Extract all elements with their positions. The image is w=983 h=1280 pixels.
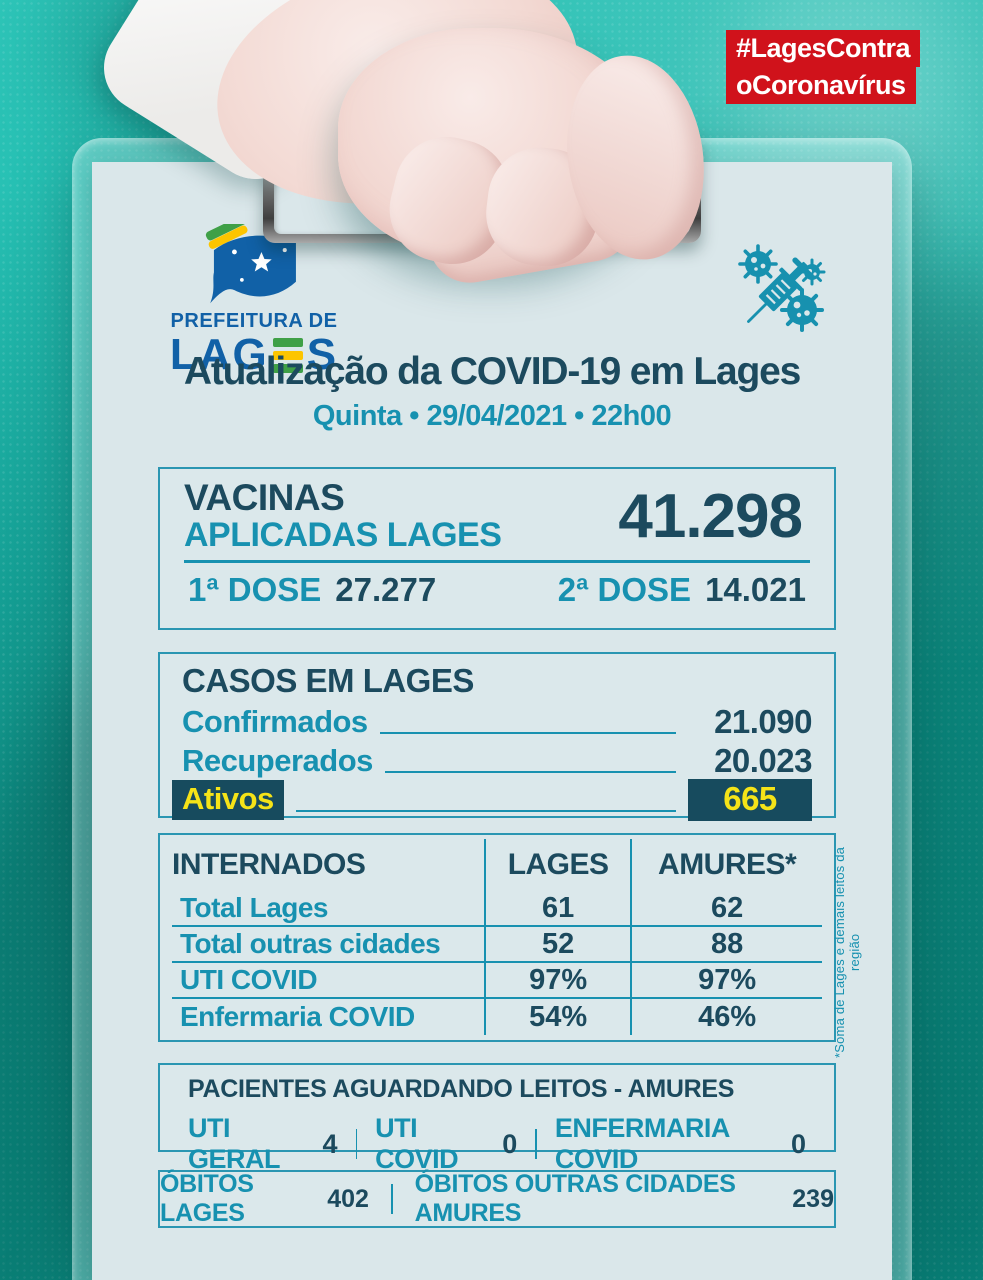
vaccines-total-value: 41.298 (618, 481, 803, 551)
logo-text-top: PREFEITURA DE (170, 310, 338, 332)
cases-row-active: Ativos 665 (172, 778, 812, 821)
cases-title: CASOS EM LAGES (182, 662, 474, 699)
syringe-virus-icon (738, 244, 826, 332)
waiting-panel: PACIENTES AGUARDANDO LEITOS - AMURES UTI… (158, 1063, 836, 1174)
row-label: Total Lages (172, 891, 484, 927)
dose1-group: 1ª DOSE 27.277 (188, 571, 436, 609)
hospitalized-table: INTERNADOS LAGES AMURES* Total Lages 61 … (172, 839, 822, 1035)
leader-line (384, 770, 676, 773)
leader-line (295, 809, 676, 812)
deaths-lages-group: ÓBITOS LAGES 402 (160, 1170, 369, 1228)
separator-bar (390, 1184, 393, 1214)
waiting-value: 0 (502, 1128, 518, 1159)
waiting-label: UTI COVID (375, 1113, 459, 1174)
dose2-group: 2ª DOSE 14.021 (558, 571, 806, 609)
cell-value: 97% (630, 963, 822, 999)
badge-line-1: #LagesContra (726, 30, 921, 67)
deaths-label: ÓBITOS LAGES (160, 1170, 254, 1227)
cases-value: 21.090 (714, 702, 812, 740)
vaccines-title: VACINAS (184, 477, 345, 518)
cases-panel: CASOS EM LAGES Confirmados 21.090 Recupe… (158, 652, 836, 821)
dose1-value: 27.277 (335, 571, 437, 608)
cases-value-highlight: 665 (688, 778, 812, 821)
vaccines-panel: VACINAS APLICADAS LAGES 41.298 1ª DOSE 2… (158, 467, 836, 630)
row-label: Total outras cidades (172, 927, 484, 963)
logo-lages-striped-e (272, 337, 303, 373)
dose1-label: 1ª DOSE (188, 571, 322, 608)
clipboard-paper: PREFEITURA DE LAG S (92, 162, 892, 1280)
cases-row-confirmed: Confirmados 21.090 (182, 702, 813, 741)
date-time-subtitle: Quinta • 29/04/2021 • 22h00 (312, 400, 672, 432)
cases-value: 20.023 (714, 741, 812, 779)
cases-label: Confirmados (182, 703, 368, 739)
dose2-value: 14.021 (705, 571, 806, 608)
column-header-amures: AMURES* (630, 839, 822, 891)
waiting-label: UTI GERAL (188, 1113, 281, 1174)
row-label: Enfermaria COVID (180, 1001, 415, 1032)
clipboard-clip (263, 131, 701, 243)
vaccines-divider (184, 560, 810, 563)
waiting-value: 0 (790, 1128, 806, 1159)
row-label: UTI COVID (172, 963, 484, 999)
clipboard-clip-opening (274, 140, 690, 234)
cell-value: 88 (630, 927, 822, 963)
dose2-label: 2ª DOSE (557, 571, 692, 608)
hospitalized-panel: INTERNADOS LAGES AMURES* Total Lages 61 … (158, 833, 836, 1042)
deaths-panel: ÓBITOS LAGES 402 ÓBITOS OUTRAS CIDADES A… (158, 1170, 836, 1228)
logo-text-lages: LAG S (154, 333, 354, 377)
waiting-label: ENFERMARIA COVID (554, 1113, 730, 1174)
cell-value: 62 (630, 891, 822, 927)
table-title: INTERNADOS (172, 848, 366, 881)
cell-value: 46% (630, 999, 822, 1035)
vaccines-subtitle: APLICADAS LAGES (184, 516, 502, 554)
deaths-value: 402 (327, 1184, 369, 1213)
cases-label-highlight: Ativos (172, 779, 284, 820)
deaths-value: 239 (792, 1184, 834, 1213)
separator-bar (535, 1129, 537, 1159)
cell-value: 61 (484, 891, 631, 927)
cases-label: Recuperados (182, 742, 373, 778)
cell-value: 52 (484, 927, 631, 963)
cell-value: 97% (484, 963, 631, 999)
logo-lages-prefix: LAG (169, 330, 269, 379)
column-header-lages: LAGES (484, 839, 630, 891)
cell-value: 54% (484, 999, 630, 1035)
waiting-value: 4 (322, 1128, 338, 1159)
badge-line-2: oCoronavírus (726, 67, 916, 104)
deaths-label: ÓBITOS OUTRAS CIDADES AMURES (414, 1170, 736, 1227)
waiting-title: PACIENTES AGUARDANDO LEITOS - AMURES (188, 1075, 735, 1103)
cases-row-recovered: Recuperados 20.023 (182, 741, 813, 780)
campaign-hashtag-badge: #LagesContra oCoronavírus (726, 30, 921, 104)
page-title: Atualização da COVID-19 em Lages (183, 350, 801, 393)
leader-line (379, 731, 676, 734)
amures-footnote: *Soma de Lages e demais leitos da região (832, 846, 862, 1058)
logo-lages-suffix: S (306, 330, 339, 379)
deaths-other-cities-group: ÓBITOS OUTRAS CIDADES AMURES 239 (415, 1170, 834, 1228)
waiting-row: UTI GERAL 4 UTI COVID 0 ENFERMARIA COVID… (188, 1113, 806, 1175)
separator-bar (355, 1129, 358, 1159)
